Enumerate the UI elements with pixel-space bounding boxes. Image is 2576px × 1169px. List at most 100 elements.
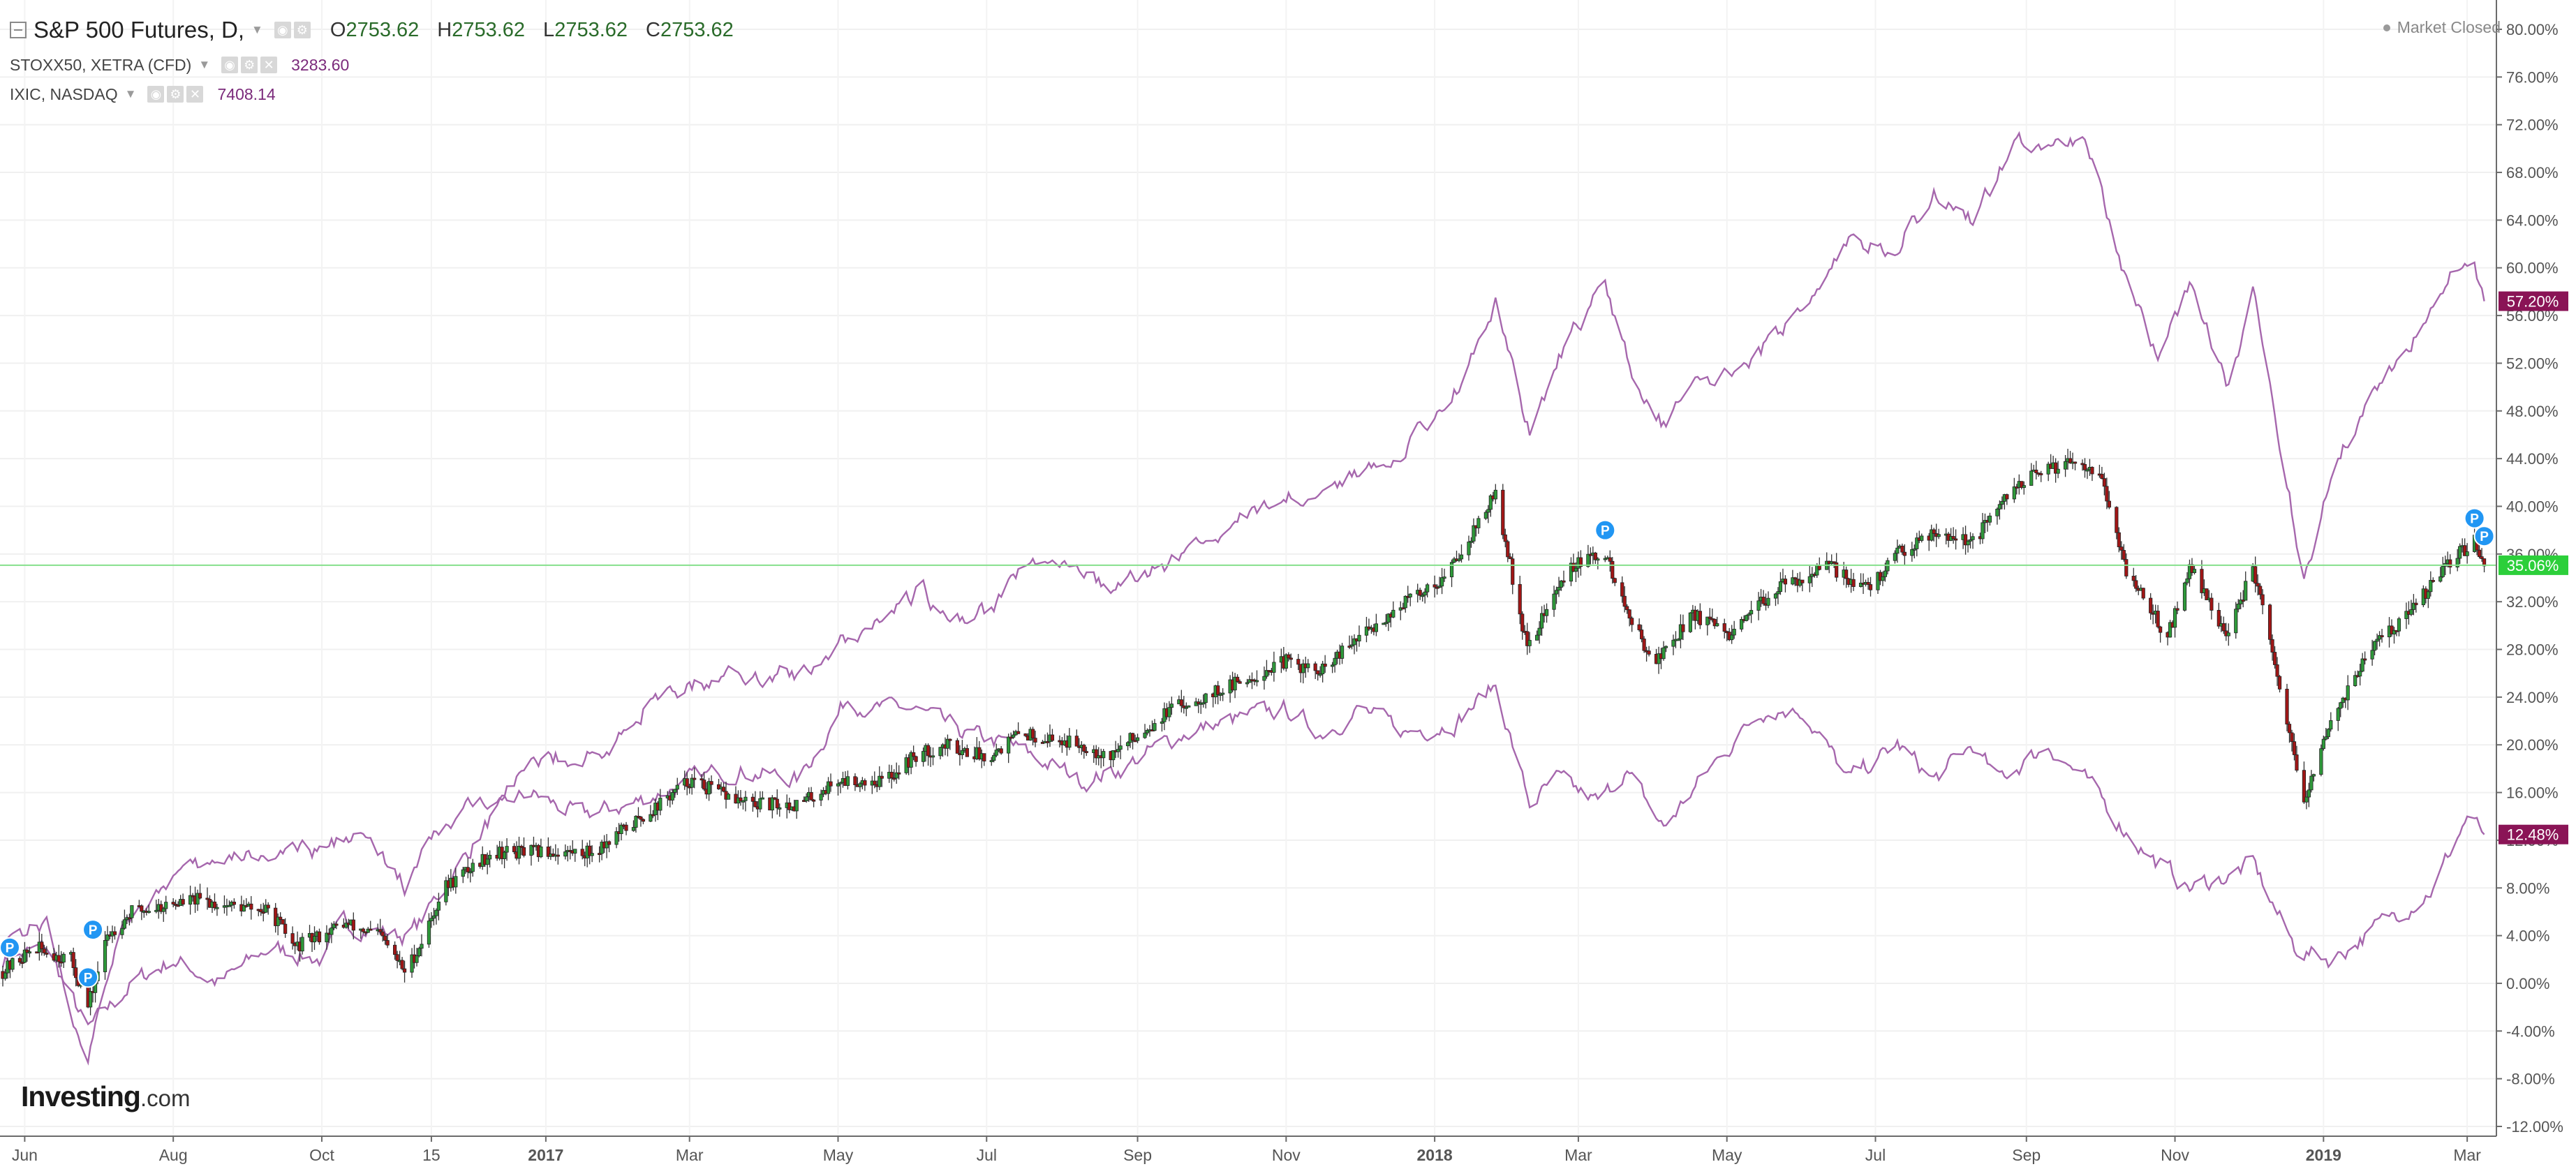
candle-body <box>1125 742 1130 747</box>
candle-body <box>2295 754 2299 771</box>
candle-body <box>215 907 219 909</box>
candle-body <box>1082 745 1086 752</box>
candle-body <box>1937 534 1941 537</box>
compare-symbol-title[interactable]: STOXX50, XETRA (CFD) <box>10 55 192 74</box>
marker-circle <box>2464 507 2485 529</box>
marker-circle <box>1594 519 1616 541</box>
eye-icon[interactable]: ◉ <box>274 22 291 38</box>
candle-body <box>1876 572 1880 590</box>
candle-body <box>760 797 764 800</box>
candle-body <box>2480 556 2484 559</box>
market-status: Market Closed <box>2383 18 2501 37</box>
candle-body <box>2131 576 2135 581</box>
collapse-legend-icon[interactable] <box>10 22 27 38</box>
event-marker-icon[interactable]: P <box>1594 519 1616 541</box>
event-marker-icon[interactable]: P <box>2473 526 2495 547</box>
eye-icon[interactable]: ◉ <box>147 86 165 103</box>
candle-body <box>1030 729 1035 739</box>
candle-body <box>2000 500 2004 505</box>
candle-body <box>1611 560 1615 579</box>
legend-compare-ixic: IXIC, NASDAQ ▼ ◉ ⚙ ✕ 7408.14 <box>10 80 734 109</box>
main-symbol-title[interactable]: S&P 500 Futures, D, <box>34 17 245 43</box>
candle-body <box>1915 537 1919 549</box>
candle-body <box>1997 504 2001 509</box>
candle-body <box>1116 749 1120 752</box>
y-tick-label: -4.00% <box>2506 1022 2555 1040</box>
candle-body <box>1488 495 1493 510</box>
event-marker-icon[interactable]: P <box>2464 507 2485 529</box>
settings-icon[interactable]: ⚙ <box>241 57 258 73</box>
candle-body <box>2287 724 2292 734</box>
candle-body <box>1844 569 1849 579</box>
candle-body <box>1791 577 1795 585</box>
candle-body <box>181 899 185 905</box>
candle-body <box>171 902 175 904</box>
chevron-down-icon[interactable]: ▼ <box>251 23 263 36</box>
candle-body <box>103 939 108 972</box>
event-marker-icon[interactable]: P <box>77 967 99 988</box>
candle-body <box>161 908 165 912</box>
candle-body <box>1503 534 1507 542</box>
candle-body <box>1766 597 1770 606</box>
candle-body <box>2175 608 2179 611</box>
candle-body <box>809 791 813 801</box>
candle-body <box>2046 463 2050 475</box>
close-icon[interactable]: ✕ <box>186 86 204 103</box>
candle-body <box>1900 545 1904 553</box>
candle-body <box>127 917 131 920</box>
x-tick-label: Mar <box>676 1146 704 1164</box>
candle-body <box>702 780 706 790</box>
candle-body <box>1111 750 1116 761</box>
event-marker-icon[interactable]: P <box>0 937 20 958</box>
candle-body <box>2465 551 2469 556</box>
x-tick-label: 2018 <box>1417 1146 1453 1164</box>
event-marker-icon[interactable]: P <box>82 919 104 941</box>
x-tick-label: Mar <box>2453 1146 2481 1164</box>
candle-body <box>1571 563 1576 572</box>
candle-body <box>2426 591 2430 599</box>
price-badge-label: 57.20% <box>2507 293 2559 311</box>
candle-body <box>1776 591 1780 595</box>
chevron-down-icon[interactable]: ▼ <box>124 87 137 100</box>
candle-body <box>2205 588 2209 600</box>
candle-body <box>1895 547 1900 554</box>
price-badge-label: 12.48% <box>2507 826 2559 844</box>
settings-icon[interactable]: ⚙ <box>167 86 184 103</box>
candle-body <box>249 903 253 910</box>
close-icon[interactable]: ✕ <box>260 57 278 73</box>
candle-body <box>529 844 533 856</box>
eye-icon[interactable]: ◉ <box>221 57 239 73</box>
candle-body <box>164 902 168 909</box>
candle-body <box>1218 694 1222 697</box>
candle-body <box>2482 558 2487 567</box>
candle-body <box>938 747 942 757</box>
candle-body <box>2159 626 2163 633</box>
candle-body <box>1187 705 1191 708</box>
candle-body <box>1593 552 1597 560</box>
candle-body <box>2307 789 2311 798</box>
x-tick-label: 15 <box>422 1146 441 1164</box>
candle-body <box>580 849 584 856</box>
candle-body <box>334 923 339 926</box>
candle-body <box>2353 675 2357 686</box>
candle-body <box>912 752 916 757</box>
candle-body <box>1569 563 1574 582</box>
candle-body <box>2068 458 2073 463</box>
candle-body <box>1486 509 1490 513</box>
candle-body <box>2200 569 2204 593</box>
candle-body <box>351 919 355 931</box>
candle-body <box>926 745 931 757</box>
compare-symbol-title[interactable]: IXIC, NASDAQ <box>10 84 118 103</box>
candle-body <box>1671 639 1675 647</box>
settings-icon[interactable]: ⚙ <box>293 22 311 38</box>
legend-main: S&P 500 Futures, D, ▼ ◉ ⚙ O2753.62 H2753… <box>10 10 734 50</box>
chevron-down-icon[interactable]: ▼ <box>198 58 211 71</box>
candle-body <box>826 781 831 794</box>
candle-body <box>590 853 594 856</box>
open-value: 2753.62 <box>346 18 420 41</box>
candle-body <box>1661 647 1666 660</box>
candle-body <box>2253 566 2258 584</box>
